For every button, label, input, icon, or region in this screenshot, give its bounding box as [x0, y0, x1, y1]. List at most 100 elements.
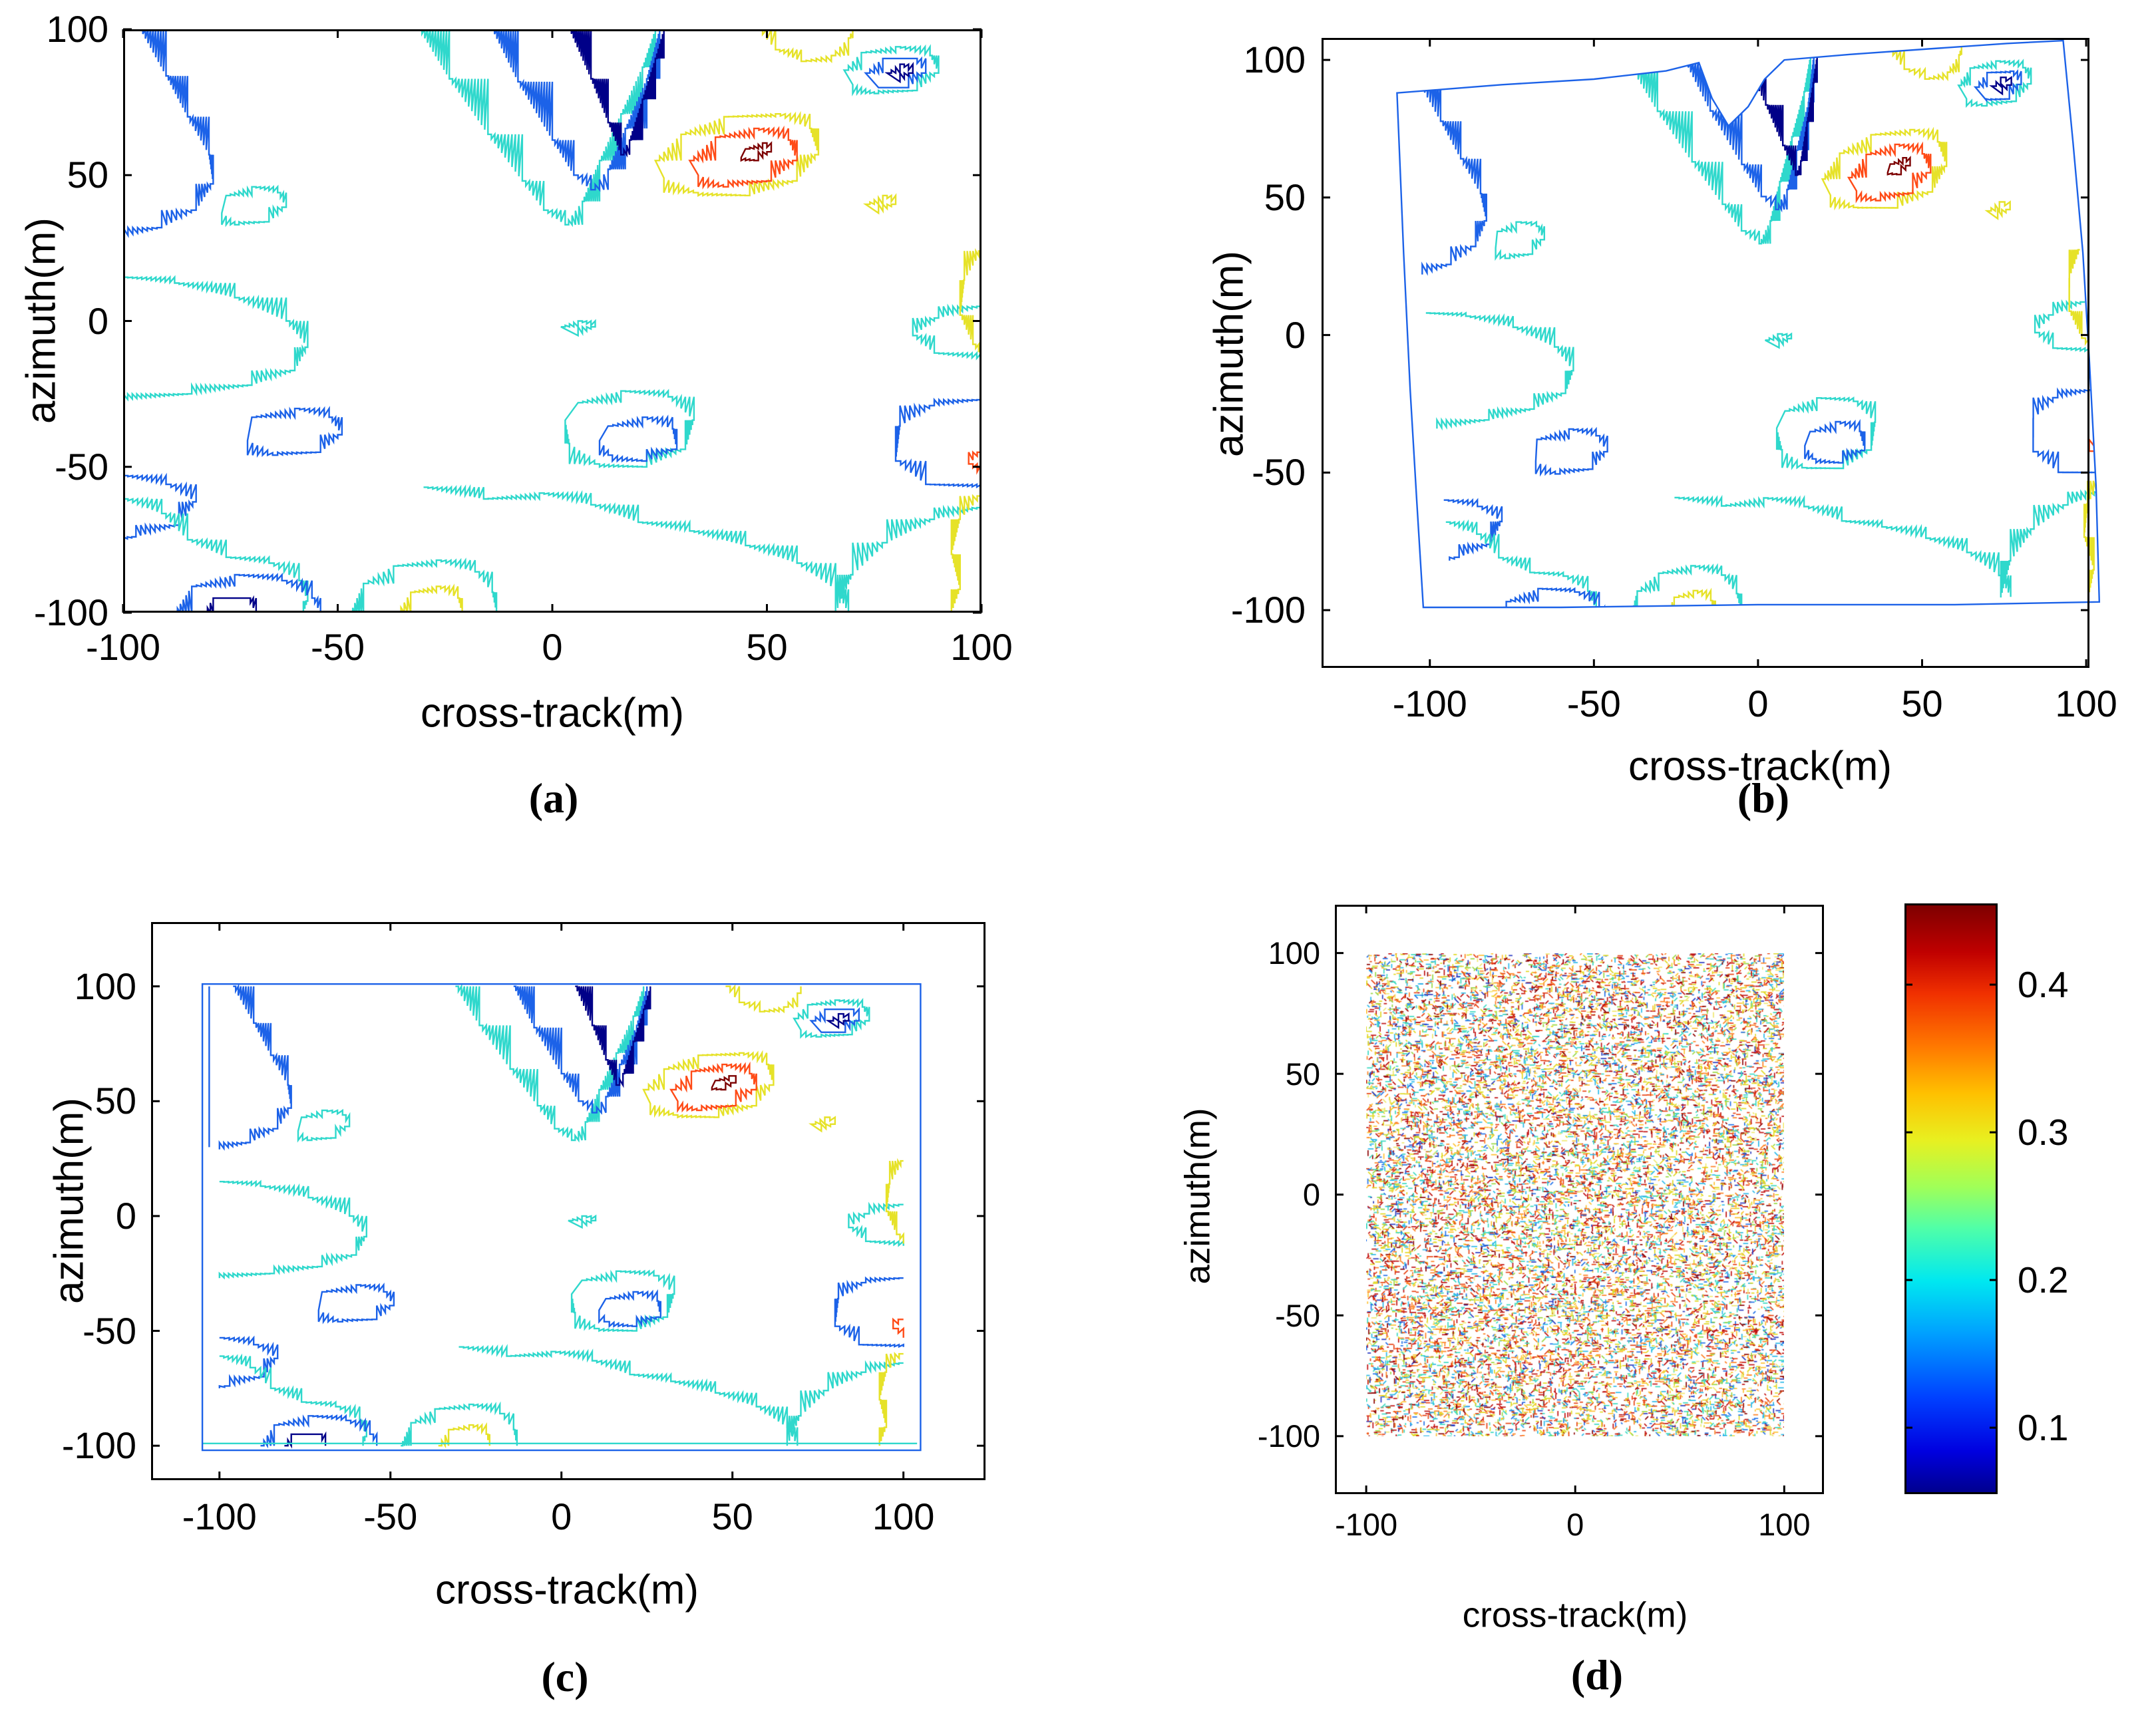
x-tick-label: 50 [1901, 683, 1943, 724]
colorbar-tick-label: 0.1 [2018, 1406, 2069, 1448]
contour-line-yellow [878, 1352, 904, 1446]
contour-line-yellow [642, 1050, 775, 1119]
scene-boundary [201, 983, 922, 1452]
ylabel-b: azimuth(m) [1206, 250, 1252, 458]
contour-line-navy [1989, 75, 2012, 96]
contour-line-yellow [2083, 478, 2099, 593]
contour-line-yellow [653, 110, 820, 197]
x-tick-label: 100 [1758, 1507, 1811, 1542]
contour-line-blue [1973, 69, 2022, 103]
subplot-a [122, 28, 983, 614]
contour-line-blue [123, 472, 197, 540]
contour-line-cyan [218, 1179, 367, 1280]
y-tick-label: -100 [33, 591, 108, 633]
contour-line-blue [218, 984, 292, 1151]
y-tick-label: -50 [55, 445, 108, 488]
contour-line-cyan [219, 1353, 367, 1446]
contour-layer [1417, 46, 2099, 608]
contour-line-cyan [419, 29, 656, 228]
contour-layer [123, 29, 982, 613]
contour-line-blue [218, 1335, 279, 1388]
contour-line-blue [246, 406, 343, 458]
contour-line-cyan [1630, 563, 1743, 608]
xlabel-a: cross-track(m) [420, 690, 685, 736]
contour-line-blue [317, 1283, 395, 1325]
y-tick-label: 50 [1264, 176, 1306, 218]
contour-line-cyan [1775, 396, 1877, 470]
contour-line-navy [569, 29, 665, 158]
noise-image [1366, 953, 1785, 1436]
contour-line-blue [1417, 75, 1487, 276]
x-tick-label: 50 [711, 1495, 753, 1537]
contour-line-cyan [221, 184, 287, 228]
colorbar [1904, 903, 1998, 1494]
x-tick-label: -50 [363, 1495, 418, 1537]
contour-line-yellow [397, 583, 463, 613]
contour-line-cyan [570, 1269, 675, 1332]
scene-boundary [1396, 39, 2101, 609]
contour-line-cyan [1957, 59, 2032, 108]
contour-line-yellow [1666, 587, 1716, 608]
contour-line-cyan [2034, 299, 2091, 353]
subplot-c [151, 922, 986, 1480]
colorbar-tick-label: 0.3 [2018, 1111, 2069, 1153]
contour-line-blue [1534, 426, 1608, 477]
contour-line-orange [892, 1317, 904, 1338]
contour-line-cyan [123, 275, 309, 402]
contour-line-cyan [912, 303, 982, 361]
contour-line-blue [1686, 55, 1815, 213]
contour-line-blue [598, 1289, 661, 1328]
contour-line-cyan [1445, 519, 1597, 608]
contour-line-cyan [842, 44, 940, 96]
contour-line-blue [513, 985, 648, 1115]
x-tick-label: -100 [85, 626, 161, 668]
x-tick-label: -100 [1335, 1507, 1398, 1542]
contour-line-blue [260, 1414, 378, 1449]
y-tick-label: -100 [1257, 1418, 1320, 1454]
contour-line-cyan [350, 557, 498, 613]
contour-line-cyan [401, 1401, 518, 1447]
subplot-b [1322, 38, 2101, 668]
contour-line-darkred [1886, 156, 1911, 176]
contour-line-navy [1518, 607, 1559, 608]
caption-c: (c) [541, 1653, 589, 1700]
contour-line-cyan [1495, 220, 1545, 261]
axes [122, 28, 983, 614]
y-tick-label: -50 [1275, 1297, 1320, 1333]
contour-line-darkred [740, 141, 773, 162]
contour-line-darkred [711, 1075, 737, 1091]
contour-line-cyan [834, 504, 982, 613]
x-tick-label: 0 [1747, 683, 1769, 724]
contour-line-cyan [455, 984, 645, 1143]
y-tick-label: -50 [1252, 451, 1306, 494]
y-tick-label: 50 [67, 154, 108, 196]
x-tick-label: 50 [746, 626, 788, 668]
contour-line-cyan [297, 1108, 351, 1143]
contour-line-blue [123, 29, 214, 238]
contour-line-yellow [438, 1422, 490, 1449]
caption-b: (b) [1737, 774, 1790, 822]
caption-d: (d) [1570, 1651, 1624, 1698]
contour-line-blue [174, 572, 321, 613]
contour-line-cyan [564, 389, 695, 468]
contour-line-navy [575, 985, 651, 1088]
contour-line-navy [825, 1012, 850, 1030]
contour-line-blue [809, 1007, 860, 1033]
contour-line-navy [884, 61, 914, 84]
xlabel-d: cross-track(m) [1462, 1595, 1688, 1635]
y-tick-label: 100 [74, 965, 136, 1007]
contour-line-yellow [885, 1158, 904, 1244]
contour-line-yellow [862, 193, 897, 215]
contour-line-navy [284, 1431, 327, 1449]
x-tick-label: -50 [1566, 683, 1621, 724]
contour-layer [202, 984, 918, 1449]
contour-line-cyan [568, 1214, 597, 1229]
contour-line-yellow [1984, 200, 2011, 220]
contour-line-yellow [808, 1116, 836, 1133]
contour-line-yellow [959, 247, 982, 357]
contour-line-blue [894, 397, 982, 489]
xlabel-c: cross-track(m) [435, 1567, 699, 1613]
x-tick-label: -100 [1392, 683, 1467, 724]
contour-line-cyan [793, 997, 870, 1039]
